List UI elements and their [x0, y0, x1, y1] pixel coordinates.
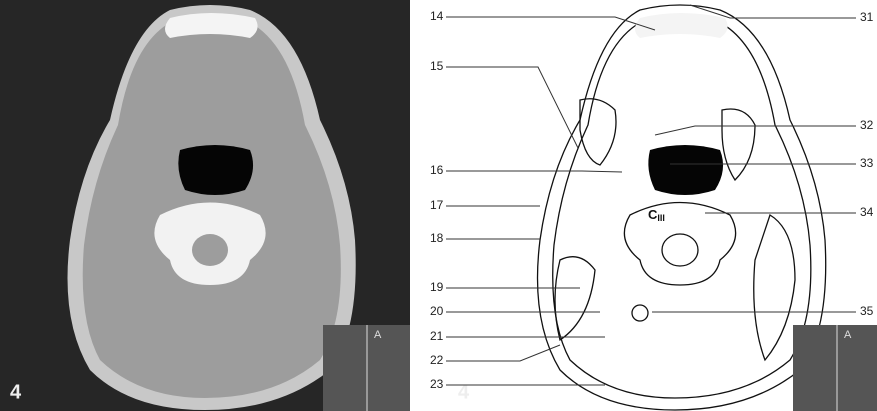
- vertebra-label: CIII: [648, 207, 665, 223]
- structure-label: 21: [430, 329, 444, 343]
- panel-number: 4: [10, 381, 22, 403]
- leader-line: [446, 344, 561, 362]
- structure-label: 14: [430, 9, 444, 23]
- muscle-outline: [579, 98, 617, 166]
- structure-label: 17: [430, 198, 444, 212]
- vertebra: [623, 201, 737, 286]
- vertebra-letter: C: [648, 207, 658, 222]
- muscle-outline: [554, 256, 596, 342]
- inset: [793, 325, 877, 411]
- structure-label: 20: [430, 304, 444, 318]
- structure-label: 19: [430, 280, 444, 294]
- spinous-process: [631, 304, 649, 322]
- neck-tissue: [552, 15, 812, 399]
- airway: [178, 145, 254, 195]
- spinal-canal: [192, 234, 228, 266]
- ct-panel-plain: A 4: [0, 0, 410, 411]
- ct-panel-labeled: CIII A 4: [458, 4, 877, 411]
- structure-label: 23: [430, 377, 444, 391]
- structure-label: 33: [860, 156, 874, 170]
- vertebra-level: III: [657, 213, 665, 223]
- structure-label: 16: [430, 163, 444, 177]
- leader-line: [446, 170, 623, 173]
- structure-label: 18: [430, 231, 444, 245]
- structure-label: 31: [860, 10, 874, 24]
- leader-line: [446, 66, 579, 149]
- structure-label: 35: [860, 304, 874, 318]
- leader-line: [654, 125, 856, 136]
- spinal-canal: [661, 233, 699, 267]
- inset-label: A: [374, 329, 382, 341]
- muscle-outline: [753, 214, 796, 362]
- muscle-outline: [721, 108, 756, 182]
- neck-skin: [536, 4, 827, 411]
- inset-label: A: [844, 329, 852, 341]
- mandible: [635, 13, 728, 38]
- mandible: [165, 13, 258, 38]
- structure-label: 22: [430, 353, 444, 367]
- structure-label: 32: [860, 118, 874, 132]
- structure-label: 15: [430, 59, 444, 73]
- airway: [648, 145, 724, 195]
- panel-number: 4: [458, 381, 470, 403]
- structure-label: 34: [860, 205, 874, 219]
- leader-line: [446, 16, 656, 31]
- leader-line: [689, 4, 856, 19]
